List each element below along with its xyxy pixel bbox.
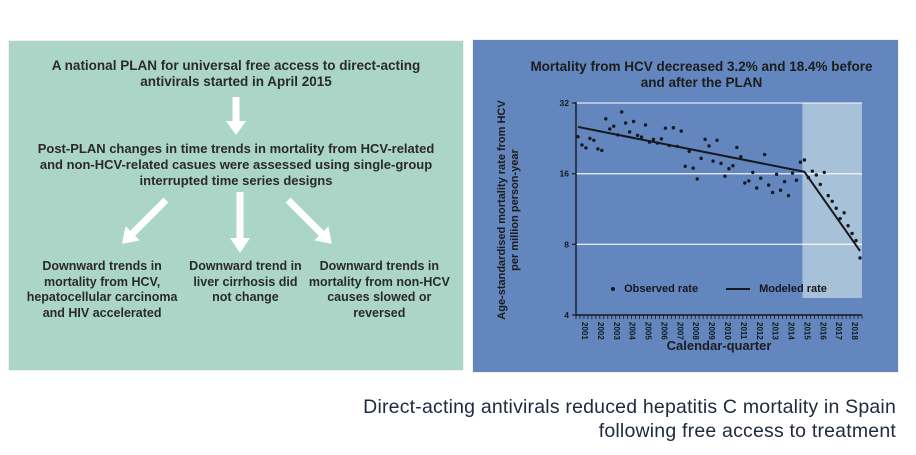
- svg-text:8: 8: [564, 239, 569, 249]
- svg-text:2006: 2006: [659, 322, 668, 340]
- svg-text:2018: 2018: [850, 322, 859, 340]
- svg-text:2016: 2016: [818, 322, 827, 340]
- down-left-arrow-icon: [113, 191, 175, 253]
- flow-diagram-panel: A national PLAN for universal free acces…: [9, 41, 463, 370]
- svg-text:2004: 2004: [628, 322, 637, 340]
- svg-text:2003: 2003: [612, 322, 621, 340]
- chart-title: Mortality from HCV decreased 3.2% and 18…: [530, 59, 873, 90]
- down-arrow-icon: [227, 192, 253, 253]
- hcv-mortality-scatter-chart: 32 16 8 4 2001 2002 2003 2004 2005 2006 2007 2008 20…: [560, 98, 863, 340]
- caption-line-2: following free access to treatment: [598, 419, 896, 442]
- svg-text:2011: 2011: [739, 322, 748, 340]
- observed-rate-dot-icon: [611, 287, 616, 291]
- outcome-cirrhosis-no-change: Downward trend in liver cirrhosis did no…: [189, 259, 302, 304]
- modeled-rate-line-icon: [726, 288, 751, 290]
- outcome-hcv-accelerated: Downward trends in mortality from HCV, h…: [26, 259, 178, 320]
- figure-caption: Direct-acting antivirals reduced hepatit…: [256, 396, 896, 443]
- chart-x-axis-label: Calendar-quarter: [666, 338, 772, 353]
- svg-text:2001: 2001: [580, 322, 589, 340]
- svg-text:2010: 2010: [723, 322, 732, 340]
- svg-text:16: 16: [560, 169, 570, 179]
- down-arrow-icon: [223, 97, 249, 135]
- svg-text:2002: 2002: [596, 322, 605, 340]
- svg-text:2009: 2009: [707, 322, 716, 340]
- svg-text:2007: 2007: [675, 322, 684, 340]
- mortality-chart-panel: Mortality from HCV decreased 3.2% and 18…: [473, 40, 898, 372]
- flow-outcomes-row: Downward trends in mortality from HCV, h…: [21, 259, 451, 321]
- caption-line-1: Direct-acting antivirals reduced hepatit…: [363, 396, 896, 418]
- down-right-arrow-icon: [279, 191, 341, 253]
- svg-text:2017: 2017: [834, 322, 843, 340]
- svg-text:4: 4: [564, 310, 569, 320]
- svg-text:2014: 2014: [787, 322, 796, 340]
- svg-text:2015: 2015: [802, 322, 811, 340]
- chart-legend: Observed rate Modeled rate: [576, 283, 862, 295]
- svg-text:32: 32: [560, 98, 570, 108]
- svg-text:2013: 2013: [771, 322, 780, 340]
- legend-modeled-label: Modeled rate: [759, 283, 827, 295]
- svg-text:2005: 2005: [644, 322, 653, 340]
- legend-observed-label: Observed rate: [624, 283, 699, 295]
- flow-method-text: Post-PLAN changes in time trends in mort…: [37, 141, 435, 188]
- outcome-non-hcv-slowed: Downward trends in mortality from non-HC…: [308, 259, 450, 320]
- svg-text:2008: 2008: [691, 322, 700, 340]
- svg-text:2012: 2012: [755, 322, 764, 340]
- flow-title: A national PLAN for universal free acces…: [51, 58, 421, 89]
